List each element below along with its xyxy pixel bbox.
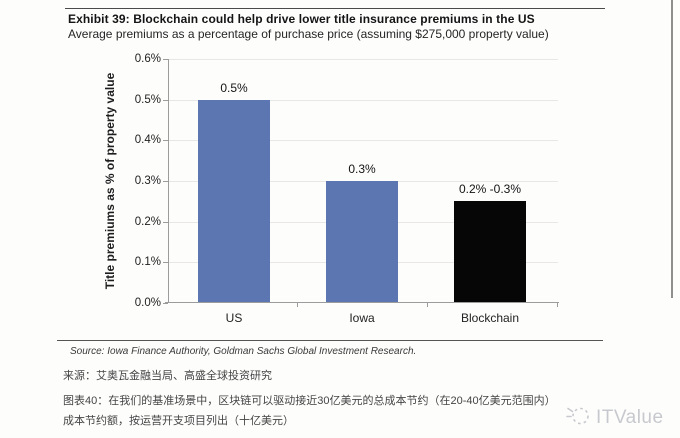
itvalue-sun-icon [566,402,592,433]
itvalue-watermark: ITValue [566,402,664,433]
bar-blockchain [454,201,526,302]
source-note: Source: Iowa Finance Authority, Goldman … [70,346,417,357]
y-tick-label: 0.6% [134,53,161,65]
next-exhibit-caption-line2: 成本节约额，按运营开支项目列出（十亿美元） [63,415,294,427]
y-tick-label: 0.4% [134,134,161,147]
y-tick-label: 0.3% [134,175,161,187]
itvalue-watermark-text: ITValue [596,406,664,428]
top-rule [65,8,605,9]
x-axis-line [165,302,559,303]
bottom-rule [57,340,603,341]
bar-us [198,99,270,302]
next-exhibit-caption-line1: 图表40：在我们的基准场景中，区块链可以驱动接近30亿美元的总成本节约（在20-… [63,395,556,407]
y-axis-title: Title premiums as % of property value [103,72,117,290]
y-axis-line [168,59,169,303]
y-tick-mark [163,262,168,264]
y-tick-mark [163,59,168,60]
bar-iowa [326,181,398,302]
exhibit-title: Exhibit 39: Blockchain could help drive … [68,12,535,26]
gridline [169,140,558,142]
y-tick-mark [163,303,168,304]
bar-value-label: 0.5% [220,80,248,95]
x-tick-mark [297,303,298,307]
bar-value-label: 0.2% -0.3% [458,182,522,197]
source-note-chinese: 来源：艾奥瓦金融当局、高盛全球投资研究 [63,370,272,382]
gridline [169,59,558,60]
y-tick-mark [163,99,168,101]
x-category-label-iowa: Iowa [349,311,375,325]
page-right-border [671,0,673,298]
y-tick-label: 0.1% [134,256,161,269]
y-tick-label: 0.5% [134,93,161,106]
x-tick-mark [557,303,558,307]
y-tick-label: 0.0% [134,297,161,309]
x-tick-mark [427,303,428,307]
x-category-label-blockchain: Blockchain [460,311,520,325]
gridline [169,99,558,101]
y-tick-mark [163,181,168,182]
x-category-label-us: US [225,311,243,325]
y-tick-label: 0.2% [134,215,161,228]
y-tick-mark [163,140,168,142]
plot-area: 0.5% 0.3% 0.2% -0.3% [165,59,559,307]
bar-value-label: 0.3% [348,162,376,176]
exhibit-subtitle: Average premiums as a percentage of purc… [68,27,549,41]
y-tick-mark [163,221,168,223]
